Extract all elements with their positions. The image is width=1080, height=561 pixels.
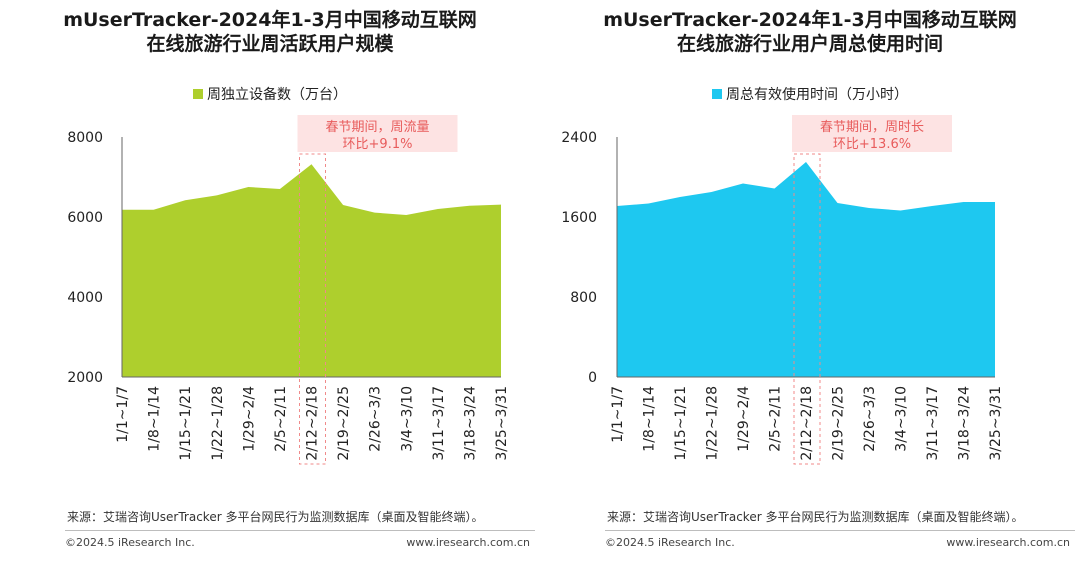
x-tick-label: 2/19~2/25: [336, 386, 352, 461]
area-series: [617, 162, 995, 377]
area-series: [122, 164, 501, 377]
x-tick-label: 3/18~3/24: [462, 386, 478, 461]
annotation-line1: 春节期间，周流量: [325, 120, 429, 135]
copyright-text: ©2024.5 iResearch Inc.: [65, 536, 195, 549]
y-tick-label: 800: [570, 290, 597, 306]
chart-panel-weekly-usage-time: mUserTracker-2024年1-3月中国移动互联网 在线旅游行业用户周总…: [540, 0, 1080, 561]
x-tick-label: 1/22~1/28: [705, 386, 721, 461]
x-tick-label: 2/5~2/11: [273, 386, 289, 452]
chart-title-line2: 在线旅游行业用户周总使用时间: [676, 33, 943, 55]
x-tick-label: 3/18~3/24: [957, 386, 973, 461]
x-tick-label: 2/19~2/25: [831, 386, 847, 461]
y-tick-label: 8000: [67, 130, 103, 146]
annotation-box: [792, 115, 952, 152]
x-tick-label: 3/25~3/31: [988, 386, 1004, 461]
chart-panel-weekly-active-devices: mUserTracker-2024年1-3月中国移动互联网 在线旅游行业周活跃用…: [0, 8, 540, 549]
x-tick-label: 2/5~2/11: [768, 386, 784, 452]
x-tick-label: 1/15~1/21: [178, 386, 194, 461]
x-tick-label: 1/8~1/14: [147, 386, 163, 452]
x-tick-label: 3/11~3/17: [925, 386, 941, 461]
x-tick-label: 3/11~3/17: [431, 386, 447, 461]
legend-swatch: [712, 89, 722, 99]
legend-swatch: [193, 89, 203, 99]
chart-title: mUserTracker-2024年1-3月中国移动互联网 在线旅游行业周活跃用…: [0, 8, 540, 56]
annotation-box: [297, 115, 458, 152]
x-tick-label: 2/12~2/18: [305, 386, 321, 461]
annotation-line1: 春节期间，周时长: [820, 120, 924, 135]
x-tick-label: 1/22~1/28: [210, 386, 226, 461]
footer-divider: [605, 530, 1075, 531]
x-tick-label: 2/26~3/3: [368, 386, 384, 452]
y-tick-label: 4000: [67, 290, 103, 306]
chart-title: mUserTracker-2024年1-3月中国移动互联网 在线旅游行业用户周总…: [540, 8, 1080, 56]
annotation-line2: 环比+13.6%: [833, 137, 911, 152]
legend: 周独立设备数（万台）: [0, 84, 540, 104]
legend: 周总有效使用时间（万小时）: [540, 84, 1080, 104]
source-note: 来源：艾瑞咨询UserTracker 多平台网民行为监测数据库（桌面及智能终端）…: [607, 510, 1024, 524]
x-tick-label: 1/29~2/4: [241, 386, 257, 452]
x-tick-label: 2/26~3/3: [862, 386, 878, 452]
x-tick-label: 1/29~2/4: [736, 386, 752, 452]
legend-label: 周总有效使用时间（万小时）: [726, 87, 908, 103]
y-tick-label: 2000: [67, 370, 103, 386]
copyright-text: ©2024.5 iResearch Inc.: [605, 536, 735, 549]
highlight-box: [793, 153, 821, 465]
x-tick-label: 1/1~1/7: [115, 386, 131, 443]
annotation-line2: 环比+9.1%: [343, 137, 413, 152]
y-tick-label: 0: [588, 370, 597, 386]
x-tick-label: 1/8~1/14: [642, 386, 658, 452]
legend-label: 周独立设备数（万台）: [207, 87, 347, 103]
x-tick-label: 3/25~3/31: [494, 386, 510, 461]
chart-title-line1: mUserTracker-2024年1-3月中国移动互联网: [63, 9, 477, 31]
x-tick-label: 3/4~3/10: [399, 386, 415, 452]
chart-title-line1: mUserTracker-2024年1-3月中国移动互联网: [603, 9, 1017, 31]
area-chart: 0 800 1600 2400 1/1~1/7 1/8~1/14 1/15~1/21 1/22…: [561, 115, 1004, 465]
x-tick-label: 2/12~2/18: [799, 386, 815, 461]
x-tick-label: 1/15~1/21: [673, 386, 689, 461]
area-chart: 2000 4000 6000 8000 1/1~1/7 1/8~1/14 1/15~1/21…: [67, 115, 510, 465]
x-tick-label: 3/4~3/10: [894, 386, 910, 452]
source-note: 来源：艾瑞咨询UserTracker 多平台网民行为监测数据库（桌面及智能终端）…: [67, 510, 484, 524]
y-tick-label: 6000: [67, 210, 103, 226]
website-text: www.iresearch.com.cn: [406, 536, 530, 549]
website-text: www.iresearch.com.cn: [946, 536, 1070, 549]
y-tick-label: 1600: [561, 210, 597, 226]
x-tick-label: 1/1~1/7: [610, 386, 626, 443]
chart-title-line2: 在线旅游行业周活跃用户规模: [146, 33, 394, 55]
footer-divider: [65, 530, 535, 531]
highlight-box: [299, 153, 326, 465]
y-tick-label: 2400: [561, 130, 597, 146]
